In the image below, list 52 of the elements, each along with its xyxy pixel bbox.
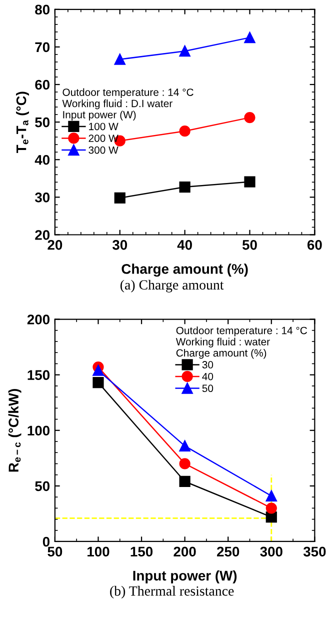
y-axis-title: T$_{e}$-T$_{a}$ (°C) xyxy=(16,92,29,154)
y-tick-label: 100 xyxy=(28,426,50,436)
legend-title: Outdoor temperature : 14 °C Working fluid : D.I water Input power (W) xyxy=(62,88,194,120)
x-tick-label: 40 xyxy=(177,240,192,250)
point xyxy=(244,32,256,44)
y-tick-label: 20 xyxy=(35,230,50,240)
point xyxy=(266,490,277,502)
legend-title: Outdoor temperature : 14 °C Working fluid : water Charge amount (%) xyxy=(176,326,308,359)
x-tick-label: 300 xyxy=(260,546,282,557)
point xyxy=(179,440,190,452)
point xyxy=(114,54,126,65)
x-tick-label: 100 xyxy=(88,546,110,557)
point xyxy=(179,46,190,57)
y-tick-label: 60 xyxy=(35,80,50,90)
point xyxy=(244,112,256,124)
point xyxy=(266,502,277,514)
legend-label: 100 W xyxy=(89,122,118,130)
x-tick-label: 20 xyxy=(48,240,62,250)
point xyxy=(114,192,126,204)
x-tick-label: 250 xyxy=(217,546,240,557)
x-axis-title: Charge amount (%) xyxy=(122,264,248,277)
x-tick-label: 60 xyxy=(307,240,322,250)
x-tick-label: 50 xyxy=(242,240,257,250)
y-tick-label: 70 xyxy=(35,42,50,52)
y-tick-label: 50 xyxy=(35,481,50,492)
text: (b) Thermal resistance xyxy=(110,586,234,599)
y-tick-label: 0 xyxy=(42,536,50,547)
y-tick-label: 80 xyxy=(35,4,50,15)
y-tick-label: 30 xyxy=(34,192,50,202)
point xyxy=(92,364,104,376)
point xyxy=(179,181,190,193)
x-axis-title: Input power (W) xyxy=(133,570,237,584)
legend-label: 30 xyxy=(202,361,214,368)
x-tick-label: 350 xyxy=(303,546,326,557)
text: (a) Charge amount xyxy=(120,280,224,292)
x-tick-label: 200 xyxy=(174,546,196,557)
y-tick-label: 40 xyxy=(34,154,50,165)
x-tick-label: 150 xyxy=(130,546,153,557)
y-tick-label: 150 xyxy=(28,370,50,380)
y-tick-label: 50 xyxy=(35,117,50,128)
legend-label: 300 W xyxy=(88,146,118,154)
x-tick-label: 50 xyxy=(48,546,62,557)
legend-label: 40 xyxy=(202,372,214,380)
y-axis-title: R$_{e−c}$ (°C/kW) xyxy=(8,389,22,472)
point xyxy=(179,476,190,488)
point xyxy=(179,458,190,470)
point xyxy=(244,176,256,188)
y-tick-label: 200 xyxy=(27,314,50,324)
point xyxy=(179,126,190,137)
legend-label: 50 xyxy=(202,384,214,392)
x-tick-label: 30 xyxy=(112,240,128,250)
point xyxy=(92,377,104,388)
